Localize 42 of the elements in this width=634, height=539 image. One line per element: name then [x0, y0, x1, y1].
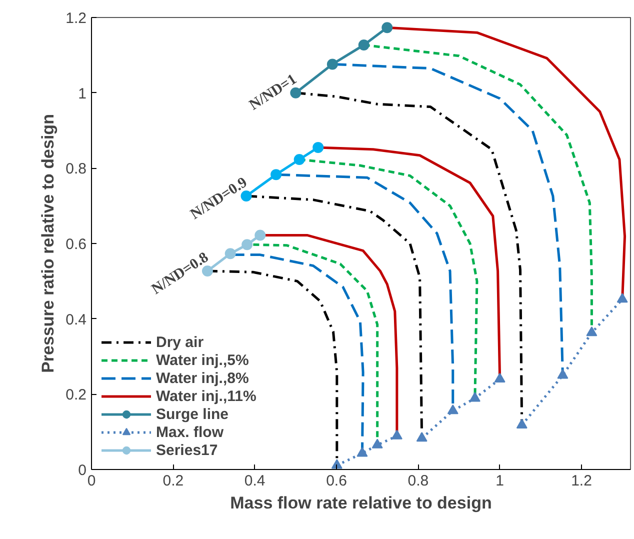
point — [356, 447, 368, 457]
point — [616, 292, 628, 303]
x-tick-label: 0.8 — [408, 472, 429, 490]
y-tick-label: 0.6 — [66, 236, 87, 253]
point — [416, 432, 428, 442]
point — [270, 169, 282, 180]
point — [294, 154, 305, 165]
x-tick-label: 1 — [496, 472, 504, 490]
point — [326, 58, 338, 70]
y-tick-label: 0 — [78, 462, 86, 479]
point — [372, 438, 383, 448]
y-tick-label: 0.8 — [66, 160, 87, 178]
legend-label: Water inj.,5% — [156, 351, 249, 369]
point — [586, 326, 598, 336]
legend-label: Surge line — [156, 405, 229, 423]
point — [242, 239, 253, 250]
x-tick-label: 0.6 — [326, 472, 347, 490]
legend-label: Max. flow — [156, 423, 224, 441]
y-axis-title: Pressure ratio relative to design — [38, 114, 58, 373]
point — [557, 369, 568, 379]
y-tick-label: 1 — [78, 85, 86, 102]
point — [516, 418, 528, 428]
point — [494, 372, 506, 382]
y-tick-label: 0.2 — [66, 386, 87, 404]
point — [382, 22, 393, 34]
y-tick-label: 1.2 — [66, 10, 87, 27]
legend-label: Water inj.,11% — [156, 387, 256, 405]
point — [447, 404, 458, 414]
point — [469, 392, 480, 402]
point — [224, 248, 236, 260]
legend-label: Series17 — [156, 441, 218, 459]
x-tick-label: 0.4 — [244, 472, 266, 490]
legend-label: Water inj.,8% — [156, 369, 249, 387]
point — [254, 230, 266, 241]
x-tick-label: 0.2 — [162, 472, 184, 490]
legend-label: Dry air — [156, 333, 204, 351]
point — [358, 40, 370, 50]
y-tick-label: 0.4 — [66, 311, 87, 328]
x-axis-title: Mass flow rate relative to design — [230, 494, 492, 512]
x-tick-label: 1.2 — [571, 472, 592, 490]
point — [312, 142, 324, 153]
point — [391, 430, 402, 440]
